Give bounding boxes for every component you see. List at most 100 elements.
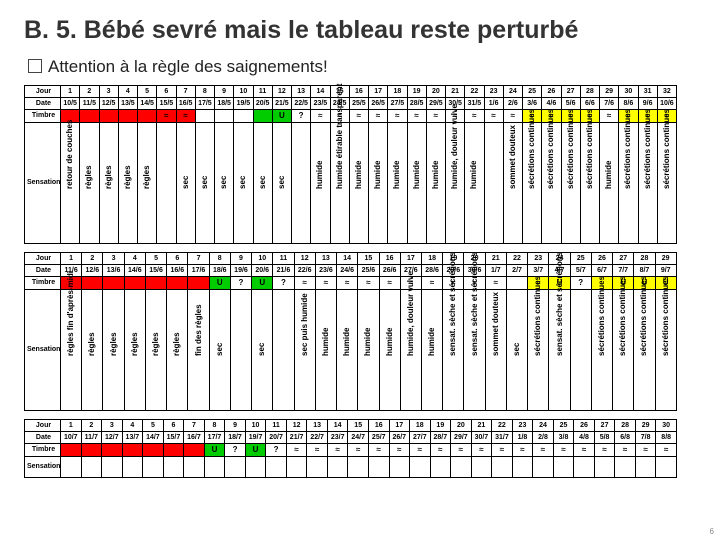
day-cell: 28 [615,419,636,431]
timbre-cell [81,443,102,456]
sensation-cell [389,456,410,477]
timbre-cell: ≈ [512,443,533,456]
sensation-cell [225,456,246,477]
date-cell: 10/6 [657,97,676,109]
day-cell: 17 [369,85,388,97]
day-cell: 7 [188,252,209,264]
day-cell: 20 [451,419,472,431]
day-cell: 13 [292,85,311,97]
timbre-cell [215,109,234,122]
day-cell: 7 [184,419,205,431]
timbre-cell [145,276,166,289]
sensation-cell: sécrétions continues [619,122,638,243]
sensation-cell [204,456,225,477]
day-cell: 12 [272,85,291,97]
sensation-cell [553,456,574,477]
day-cell: 12 [286,419,307,431]
day-cell: 23 [528,252,549,264]
slide-title: B. 5. Bébé sevré mais le tableau reste p… [24,16,696,45]
day-cell: 25 [523,85,542,97]
sensation-cell: sécrétions continues [638,122,657,243]
day-cell: 3 [99,85,118,97]
day-cell: 11 [273,252,294,264]
day-cell: 19 [407,85,426,97]
date-cell: 26/5 [369,97,388,109]
sensation-cell: sécrétions continues [613,289,634,410]
date-cell: 19/5 [234,97,253,109]
sensation-cell [368,456,389,477]
sensation-cell: humide étirable transparent [330,122,349,243]
day-cell: 10 [252,252,273,264]
sensation-cell [266,456,287,477]
timbre-cell: ≈ [315,276,336,289]
timbre-cell: ≈ [157,109,176,122]
sensation-cell: sensat. sèche et sécrétions [464,289,485,410]
sensation-cell: humide [407,122,426,243]
date-cell: 29/5 [426,97,445,109]
date-cell: 1/8 [512,431,533,443]
day-cell: 9 [230,252,251,264]
row-label-timbre: Timbre [25,276,61,289]
date-cell: 10/7 [61,431,82,443]
sensation-cell [307,456,328,477]
date-cell: 4/6 [542,97,561,109]
day-cell: 29 [655,252,676,264]
timbre-cell: ≈ [389,443,410,456]
sensation-cell [348,456,369,477]
timbre-cell: ≈ [349,109,368,122]
date-cell: 8/6 [619,97,638,109]
sensation-cell: sécrétions continues [655,289,676,410]
day-cell: 9 [225,419,246,431]
day-cell: 10 [234,85,253,97]
day-cell: 16 [368,419,389,431]
sensation-cell: règles [138,122,157,243]
day-cell: 25 [553,419,574,431]
sensation-cell: sec [195,122,214,243]
day-cell: 10 [245,419,266,431]
sensation-cell: règles [145,289,166,410]
day-cell: 21 [471,419,492,431]
timbre-cell [103,276,124,289]
day-cell: 8 [209,252,230,264]
timbre-cell: ? [230,276,251,289]
date-cell: 17/7 [204,431,225,443]
timbre-cell: ≈ [388,109,407,122]
date-cell: 18/7 [225,431,246,443]
timbre-cell [143,443,164,456]
day-cell: 15 [358,252,379,264]
row-label-sensation: Sensation [25,456,61,477]
date-cell: 22/6 [294,264,315,276]
date-cell: 2/6 [503,97,522,109]
page-number: 6 [710,527,714,536]
day-cell: 13 [315,252,336,264]
sensation-cell: sommet douteux [485,289,506,410]
day-cell: 22 [506,252,527,264]
date-cell: 1/7 [485,264,506,276]
day-cell: 7 [176,85,195,97]
day-cell: 27 [561,85,580,97]
sensation-cell [163,456,184,477]
day-cell: 14 [337,252,358,264]
date-cell: 30/7 [471,431,492,443]
sensation-cell: sécrétions continues [591,289,612,410]
sensation-cell: humide, douleur vulve [400,289,421,410]
sensation-cell [102,456,123,477]
day-cell: 29 [635,419,656,431]
sensation-cell [273,289,294,410]
timbre-cell: ≈ [311,109,330,122]
timbre-cell: ≈ [656,443,677,456]
sensation-cell [122,456,143,477]
sensation-cell: humide [388,122,407,243]
date-cell: 1/6 [484,97,503,109]
day-cell: 12 [294,252,315,264]
date-cell: 6/8 [615,431,636,443]
sensation-cell: sécrétions continues [634,289,655,410]
sensation-cell [656,456,677,477]
day-cell: 26 [591,252,612,264]
date-cell: 20/5 [253,97,272,109]
day-cell: 30 [656,419,677,431]
day-cell: 8 [204,419,225,431]
day-cell: 30 [619,85,638,97]
sensation-cell: sec [215,122,234,243]
date-cell: 22/7 [307,431,328,443]
